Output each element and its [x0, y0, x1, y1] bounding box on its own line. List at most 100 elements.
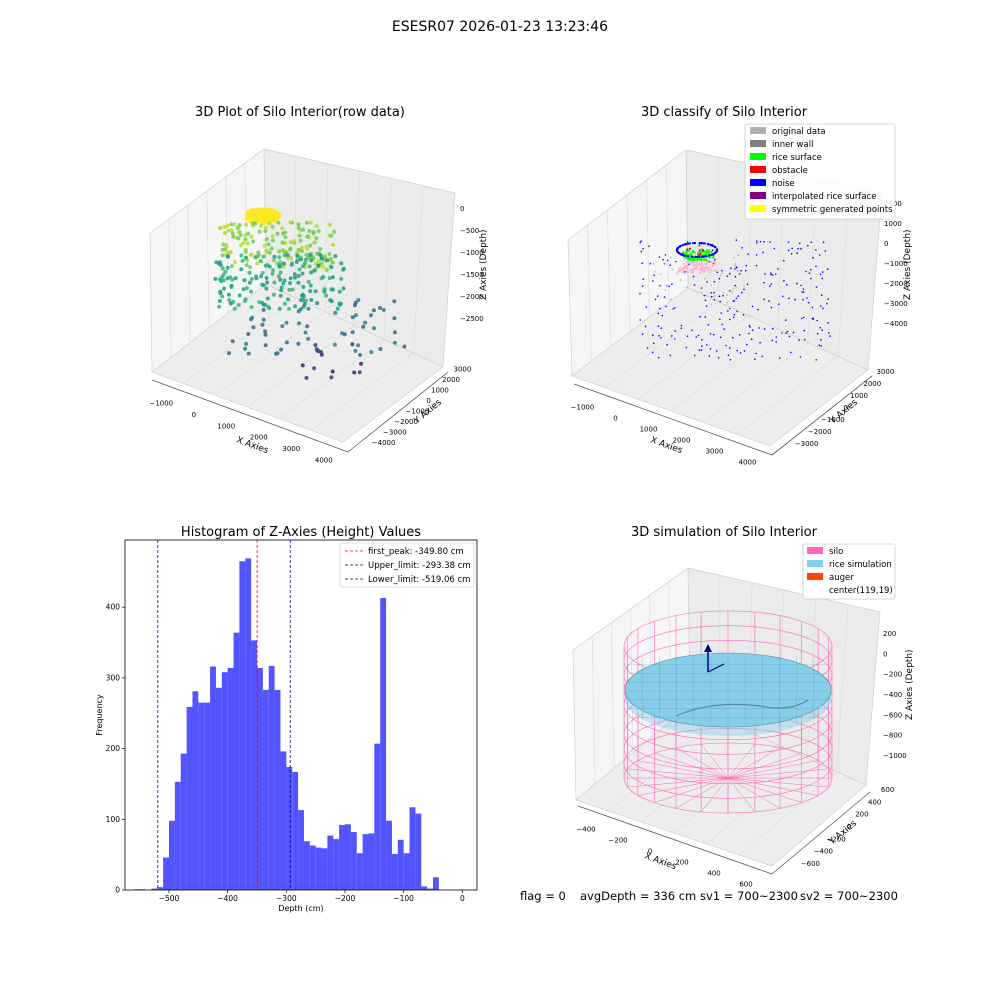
histogram-bar-34 [339, 824, 345, 890]
scatter-point [392, 330, 397, 335]
noise-point [734, 284, 736, 287]
rim-point [693, 241, 696, 245]
panel4-z-label: Z Axies (Depth) [905, 649, 915, 720]
noise-point [745, 264, 748, 267]
scatter-point [249, 234, 254, 239]
scatter-point [261, 254, 266, 259]
scatter-point [314, 347, 319, 352]
scatter-point [259, 274, 264, 279]
scatter-point [271, 213, 276, 218]
scatter-point [278, 270, 283, 275]
original-point [731, 291, 733, 294]
scatter-point [295, 258, 300, 262]
wall-point [679, 267, 682, 270]
scatter-point [233, 276, 238, 281]
noise-point [800, 247, 802, 250]
panel4-y-axis-line [771, 791, 871, 875]
scatter-point [239, 253, 244, 258]
histogram-bar-43 [391, 853, 398, 890]
noise-point [743, 350, 746, 352]
noise-point [713, 291, 715, 294]
wall-point [688, 262, 691, 265]
panel2-title: 3D classify of Silo Interior [641, 105, 808, 120]
gridline-5 [310, 352, 414, 431]
noise-point [664, 254, 667, 256]
noise-point [738, 273, 741, 275]
gridline-3 [206, 190, 210, 329]
noise-point [714, 258, 716, 261]
panel2-legend [744, 123, 896, 220]
noise-point [821, 277, 823, 280]
noise-point [641, 262, 643, 265]
panel2-z-tick-1: 1000 [884, 220, 902, 228]
noise-point [704, 316, 707, 318]
noise-point [652, 342, 655, 345]
scatter-point [264, 286, 269, 291]
original-point [670, 298, 672, 301]
panel3-title: Histogram of Z-Axies (Height) Values [181, 525, 421, 540]
gridline-1 [604, 301, 719, 388]
scatter-point [263, 343, 268, 348]
gridline-1 [717, 157, 719, 302]
footer-flag: flag = 0 [520, 889, 566, 903]
silo-floor-spoke-19 [727, 744, 756, 779]
scatter-point [277, 306, 282, 311]
scatter-point [330, 287, 335, 292]
scatter-point [264, 213, 270, 219]
rice-surface-point [701, 250, 705, 254]
rim-point [704, 255, 707, 258]
rice-surface-point [703, 258, 706, 261]
rice-surface-point [696, 258, 699, 262]
wall-point [682, 259, 685, 262]
wall-point [704, 266, 707, 269]
scatter-point [254, 276, 259, 281]
gridline-5 [836, 604, 849, 772]
silo-floor-spoke-4 [727, 777, 781, 809]
noise-point [770, 306, 773, 309]
panel2-x-tick-1: 0 [613, 415, 617, 423]
noise-point [747, 253, 749, 255]
panel4-z-tick-5: −800 [883, 732, 902, 740]
original-point [669, 256, 672, 259]
noise-point [784, 319, 787, 321]
original-point [736, 269, 739, 272]
panel4-z-tick-4: −600 [883, 711, 902, 719]
noise-point [751, 329, 754, 331]
noise-point [734, 275, 737, 278]
noise-point [827, 298, 829, 301]
scatter-point [259, 223, 264, 228]
scatter-point [303, 330, 308, 335]
rim-point [715, 249, 719, 252]
scatter-point [305, 324, 310, 329]
histogram-x-tick-5: 0 [460, 894, 465, 903]
noise-point [719, 318, 721, 321]
rice-surface-point [704, 250, 707, 254]
gridline-1 [168, 218, 172, 358]
noise-point [695, 336, 697, 338]
histogram-legend-label-0: first_peak: -349.80 cm [368, 547, 464, 557]
panel4-y-tick-2: 200 [855, 811, 868, 819]
scatter-point [249, 252, 254, 257]
scatter-point [299, 257, 303, 262]
scatter-point [293, 304, 297, 309]
noise-point [810, 277, 812, 280]
panel1-y-axis-line [347, 371, 449, 453]
noise-point [798, 339, 800, 341]
footer-sv2: sv2 = 700~2300 [800, 889, 898, 903]
scatter-point [321, 265, 326, 270]
wall-point [695, 267, 698, 270]
noise-point [674, 330, 676, 332]
noise-point [718, 277, 721, 280]
rim-point [713, 245, 717, 248]
noise-point [698, 244, 700, 247]
scatter-point [297, 233, 302, 238]
histogram-y-tick-0: 0 [115, 886, 120, 895]
noise-point [791, 247, 793, 250]
scatter-point [307, 253, 312, 257]
noise-point [756, 240, 758, 242]
scatter-point [312, 268, 317, 273]
scatter-point [292, 272, 297, 277]
noise-point [756, 242, 758, 244]
noise-point [675, 260, 677, 263]
scatter-point [319, 352, 324, 357]
